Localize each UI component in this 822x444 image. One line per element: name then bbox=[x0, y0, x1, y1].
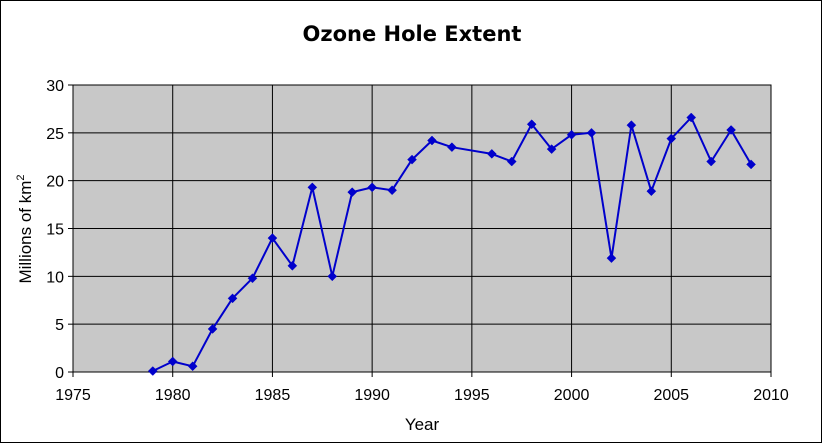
data-point-marker bbox=[367, 182, 377, 193]
data-point-marker bbox=[247, 273, 258, 284]
data-point-marker bbox=[227, 293, 238, 304]
data-point-marker bbox=[287, 260, 298, 271]
x-tick-label: 1990 bbox=[354, 387, 390, 404]
data-point-marker bbox=[427, 135, 437, 146]
data-point-marker bbox=[387, 185, 397, 196]
data-point-marker bbox=[566, 129, 577, 140]
data-point-marker bbox=[347, 187, 358, 198]
y-tick-label: 15 bbox=[46, 222, 64, 239]
x-ticks: 1975 1980 1985 1990 1995 2000 2005 2010 bbox=[55, 372, 789, 404]
series-line-group bbox=[152, 116, 752, 372]
data-point-marker bbox=[666, 133, 677, 144]
data-point-marker bbox=[706, 156, 717, 167]
y-tick-label: 0 bbox=[55, 365, 64, 382]
data-point-marker bbox=[407, 154, 417, 165]
x-tick-label: 1995 bbox=[454, 387, 490, 404]
markers bbox=[147, 112, 756, 376]
data-point-marker bbox=[686, 112, 697, 123]
data-point-marker bbox=[646, 186, 657, 197]
data-point-marker bbox=[626, 120, 637, 131]
x-tick-label: 2005 bbox=[653, 387, 689, 404]
data-point-marker bbox=[447, 142, 457, 153]
y-axis-label-text: Millions of km bbox=[16, 181, 35, 284]
y-tick-label: 10 bbox=[46, 269, 64, 286]
data-point-marker bbox=[207, 324, 218, 334]
y-tick-label: 5 bbox=[55, 317, 64, 334]
y-tick-label: 30 bbox=[46, 78, 64, 95]
data-point-marker bbox=[726, 125, 736, 135]
data-point-marker bbox=[267, 233, 278, 243]
data-point-marker bbox=[546, 144, 557, 154]
x-tick-label: 1975 bbox=[55, 387, 91, 404]
x-tick-label: 1985 bbox=[255, 387, 291, 404]
chart-title: Ozone Hole Extent bbox=[303, 22, 522, 46]
x-tick-label: 1980 bbox=[155, 387, 191, 404]
data-point-marker bbox=[167, 356, 178, 367]
x-axis-label: Year bbox=[405, 415, 440, 434]
y-tick-label: 25 bbox=[46, 126, 64, 143]
data-point-marker bbox=[586, 127, 597, 138]
x-tick-label: 2000 bbox=[554, 387, 590, 404]
data-point-marker bbox=[486, 149, 497, 159]
data-point-marker bbox=[746, 159, 756, 170]
y-axis-label-superscript: 2 bbox=[15, 174, 27, 180]
data-point-marker bbox=[526, 119, 537, 130]
data-point-marker bbox=[187, 361, 198, 372]
y-tick-label: 20 bbox=[46, 174, 64, 191]
data-point-marker bbox=[327, 271, 338, 282]
data-point-marker bbox=[506, 156, 517, 167]
series-line bbox=[152, 116, 752, 372]
data-point-marker bbox=[606, 253, 617, 264]
y-ticks: 0 5 10 15 20 25 30 bbox=[46, 78, 73, 382]
x-tick-label: 2010 bbox=[753, 387, 789, 404]
data-point-marker bbox=[147, 366, 158, 376]
data-point-marker bbox=[307, 182, 318, 193]
y-axis-label: Millions of km2 bbox=[15, 174, 35, 283]
